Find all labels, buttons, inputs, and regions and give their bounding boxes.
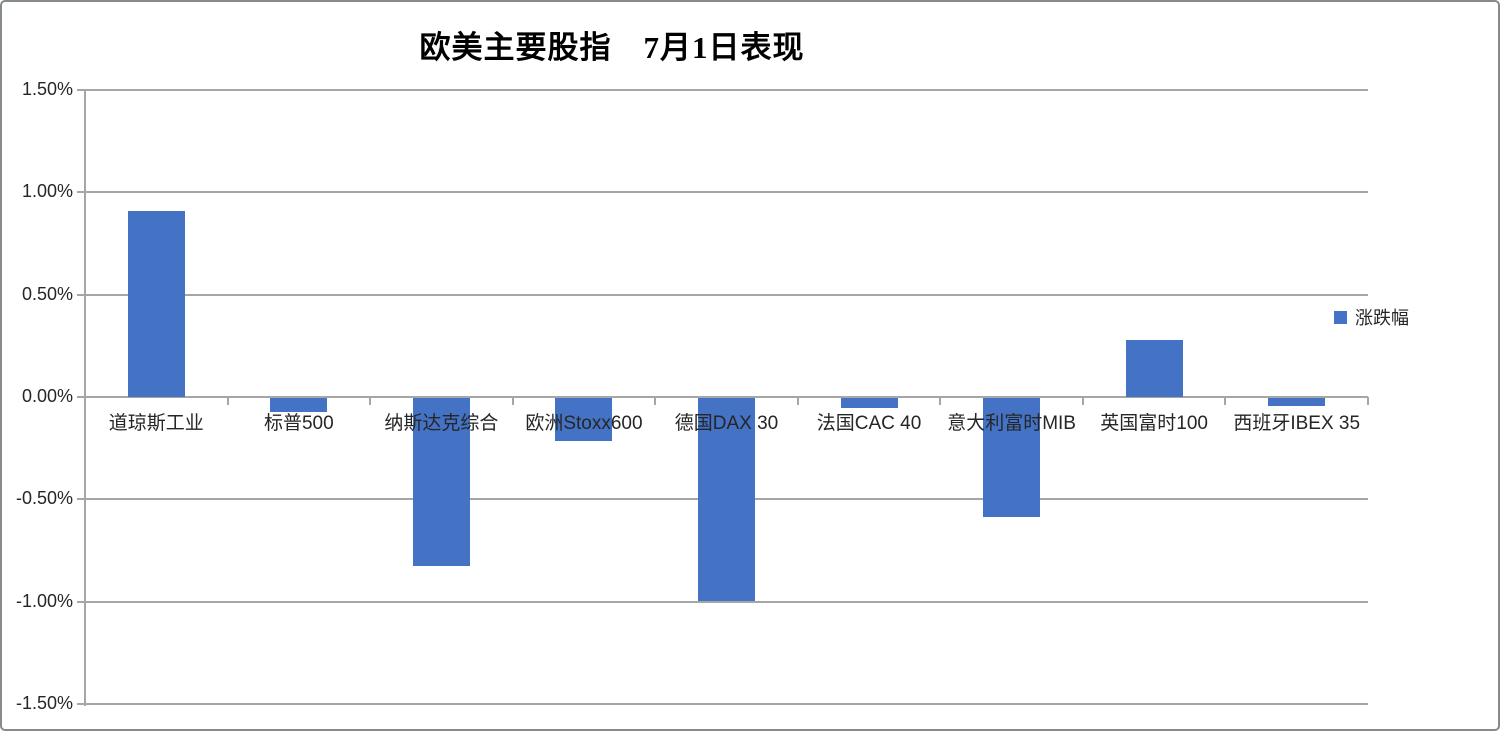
y-axis-tick [77, 89, 85, 91]
y-axis-tick [77, 396, 85, 398]
bar-欧洲Stoxx600[interactable] [555, 398, 613, 441]
gridline [85, 89, 1368, 91]
x-axis-tick [369, 397, 372, 405]
gridline [85, 703, 1368, 705]
bar-西班牙IBEX 35[interactable] [1268, 398, 1326, 407]
y-axis-tick [77, 293, 85, 296]
x-axis-tick [939, 397, 942, 405]
y-axis-tick [77, 703, 85, 705]
x-axis-tick [654, 397, 657, 405]
category-label: 法国CAC 40 [816, 413, 922, 434]
bar-标普500[interactable] [270, 398, 328, 413]
y-axis-tick [77, 191, 85, 194]
bar-德国DAX 30[interactable] [698, 398, 755, 601]
x-axis-tick [511, 397, 514, 405]
category-label: 意大利富时MIB [947, 413, 1076, 434]
legend-marker-icon [1334, 310, 1347, 324]
y-axis-tick [77, 600, 85, 603]
bar-法国CAC 40[interactable] [840, 398, 898, 409]
legend[interactable]: 涨跌幅 [1334, 304, 1409, 330]
bar-纳斯达克综合[interactable] [412, 398, 470, 566]
y-axis-label: -1.00% [15, 590, 73, 611]
legend-label: 涨跌幅 [1355, 308, 1409, 328]
y-axis-label: 0.00% [21, 386, 73, 406]
category-label: 道琼斯工业 [108, 413, 204, 434]
y-axis-label: 0.50% [21, 283, 73, 304]
x-axis-tick [1081, 397, 1084, 405]
x-axis-line [85, 396, 1368, 398]
x-axis-tick [84, 397, 86, 405]
category-label: 欧洲Stoxx600 [525, 413, 643, 434]
x-axis-tick [1224, 397, 1227, 405]
bar-意大利富时MIB[interactable] [983, 398, 1041, 517]
gridline [85, 293, 1368, 296]
y-axis-tick [77, 498, 85, 501]
category-label: 西班牙IBEX 35 [1233, 413, 1361, 434]
x-axis-tick [796, 397, 799, 405]
bar-英国富时100[interactable] [1125, 339, 1183, 397]
category-label: 标普500 [263, 413, 334, 434]
category-label: 德国DAX 30 [674, 413, 779, 434]
gridline [85, 600, 1368, 603]
x-axis-tick [1367, 397, 1369, 405]
chart-title: 欧美主要股指 7月1日表现 [419, 30, 805, 65]
y-axis-label: -1.50% [15, 693, 73, 713]
category-label: 英国富时100 [1100, 413, 1208, 434]
x-axis-tick [226, 397, 229, 405]
bar-道琼斯工业[interactable] [127, 210, 185, 397]
category-label: 纳斯达克综合 [384, 413, 499, 434]
gridline [85, 191, 1368, 194]
y-axis-label: 1.00% [21, 181, 73, 202]
y-axis-label: 1.50% [21, 79, 73, 99]
y-axis-label: -0.50% [15, 488, 73, 509]
